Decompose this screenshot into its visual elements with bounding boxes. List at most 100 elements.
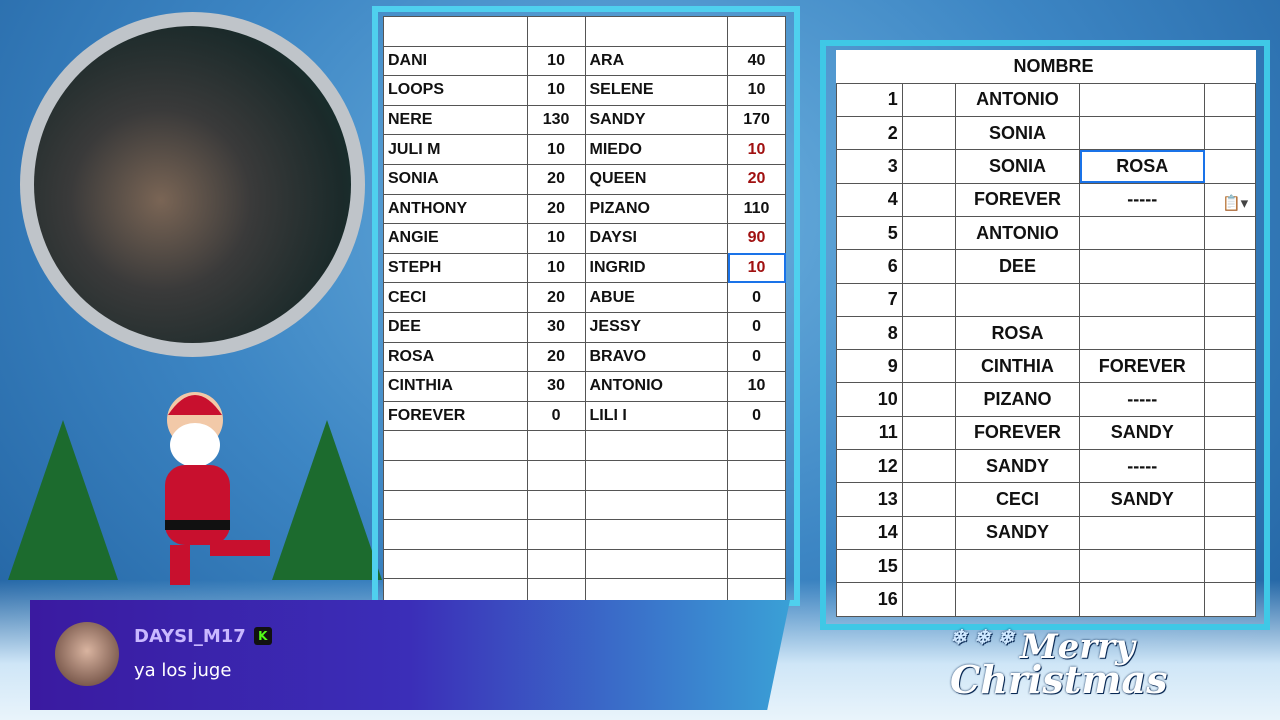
left-spreadsheet[interactable]: DANI 10 ARA 40 LOOPS 10 SELENE 10 NERE 130 SANDY 17… <box>383 16 786 609</box>
score-cell[interactable]: 20 <box>526 163 586 195</box>
cell[interactable] <box>901 315 956 351</box>
name-cell[interactable] <box>954 548 1081 584</box>
cell[interactable] <box>1204 548 1256 584</box>
partner-cell[interactable]: FOREVER <box>1079 349 1206 384</box>
cell[interactable] <box>901 149 956 184</box>
name-cell[interactable]: SANDY <box>954 449 1081 484</box>
cell[interactable] <box>584 459 729 491</box>
cell[interactable] <box>727 430 786 461</box>
name-cell[interactable]: BRAVO <box>584 341 729 373</box>
score-cell[interactable]: 20 <box>727 163 786 195</box>
name-cell[interactable]: DANI <box>383 45 528 77</box>
cell[interactable] <box>1204 315 1256 351</box>
cell[interactable] <box>526 519 586 550</box>
cell[interactable] <box>901 548 956 584</box>
partner-cell[interactable]: ----- <box>1079 182 1206 217</box>
cell[interactable] <box>1204 482 1256 517</box>
cell[interactable] <box>584 548 729 580</box>
name-cell[interactable]: LILI I <box>584 400 729 432</box>
cell[interactable] <box>1204 449 1256 484</box>
partner-cell[interactable] <box>1079 315 1206 351</box>
name-cell[interactable]: ABUE <box>584 282 729 313</box>
score-cell[interactable]: 0 <box>526 400 586 432</box>
partner-cell[interactable] <box>1079 582 1206 617</box>
name-cell[interactable]: DEE <box>954 249 1081 284</box>
name-cell[interactable]: SELENE <box>584 75 729 106</box>
cell[interactable] <box>383 489 528 521</box>
name-cell[interactable]: ANTONIO <box>584 371 729 402</box>
name-cell[interactable]: SANDY <box>954 515 1081 550</box>
score-cell[interactable]: 90 <box>727 223 786 254</box>
name-cell[interactable]: STEPH <box>383 252 528 284</box>
name-cell[interactable]: CINTHIA <box>954 349 1081 384</box>
cell[interactable] <box>383 16 528 47</box>
name-cell[interactable]: ANGIE <box>383 223 528 254</box>
name-cell[interactable]: ROSA <box>383 341 528 373</box>
name-cell[interactable] <box>954 582 1081 617</box>
name-cell[interactable]: INGRID <box>584 252 729 284</box>
name-cell[interactable]: CINTHIA <box>383 371 528 402</box>
score-cell[interactable]: 20 <box>526 282 586 313</box>
score-cell[interactable]: 0 <box>727 341 786 373</box>
cell[interactable] <box>584 16 729 47</box>
cell[interactable] <box>526 16 586 47</box>
name-cell[interactable]: JULI M <box>383 134 528 165</box>
name-cell[interactable]: SONIA <box>954 149 1081 184</box>
name-cell[interactable]: PIZANO <box>584 193 729 225</box>
name-cell[interactable]: FOREVER <box>954 415 1081 451</box>
cell[interactable] <box>901 116 956 151</box>
partner-cell[interactable] <box>1079 116 1206 151</box>
score-cell[interactable]: 10 <box>727 75 786 106</box>
partner-cell[interactable]: SANDY <box>1079 482 1206 517</box>
name-cell[interactable]: ARA <box>584 45 729 77</box>
cell[interactable] <box>901 582 956 617</box>
name-cell[interactable]: MIEDO <box>584 134 729 165</box>
cell[interactable] <box>584 489 729 521</box>
score-cell[interactable]: 0 <box>727 311 786 343</box>
name-cell[interactable]: SONIA <box>954 116 1081 151</box>
cell[interactable] <box>1204 415 1256 451</box>
name-cell[interactable]: CECI <box>383 282 528 313</box>
cell[interactable] <box>1204 249 1256 284</box>
cell[interactable] <box>901 449 956 484</box>
partner-cell[interactable]: ----- <box>1079 449 1206 484</box>
cell[interactable] <box>584 519 729 550</box>
score-cell[interactable]: 110 <box>727 193 786 225</box>
name-cell[interactable]: SONIA <box>383 163 528 195</box>
partner-cell[interactable] <box>1079 282 1206 317</box>
cell[interactable] <box>901 215 956 251</box>
partner-cell[interactable] <box>1079 215 1206 251</box>
cell[interactable] <box>901 82 956 118</box>
score-cell[interactable]: 30 <box>526 371 586 402</box>
cell[interactable] <box>383 548 528 580</box>
name-cell[interactable]: FOREVER <box>954 182 1081 217</box>
score-cell[interactable]: 40 <box>727 45 786 77</box>
partner-cell[interactable] <box>1079 82 1206 118</box>
name-cell[interactable]: JESSY <box>584 311 729 343</box>
cell[interactable] <box>526 489 586 521</box>
right-spreadsheet[interactable]: NOMBRE 1 ANTONIO 2 SONIA 3 SONIA ROSA 4 … <box>836 50 1256 617</box>
cell[interactable] <box>1204 282 1256 317</box>
score-cell[interactable]: 10 <box>526 45 586 77</box>
cell[interactable] <box>901 382 956 417</box>
cell[interactable] <box>727 459 786 491</box>
score-cell[interactable]: 10 <box>526 134 586 165</box>
cell[interactable] <box>383 519 528 550</box>
cell[interactable] <box>901 482 956 517</box>
score-cell[interactable]: 130 <box>526 104 586 136</box>
cell[interactable] <box>383 459 528 491</box>
cell[interactable] <box>1204 515 1256 550</box>
cell[interactable] <box>1204 149 1256 184</box>
name-cell[interactable]: CECI <box>954 482 1081 517</box>
score-cell[interactable]: 20 <box>526 193 586 225</box>
partner-cell[interactable] <box>1079 548 1206 584</box>
cell[interactable] <box>901 515 956 550</box>
cell[interactable] <box>1204 116 1256 151</box>
score-cell[interactable]: 20 <box>526 341 586 373</box>
cell[interactable] <box>901 349 956 384</box>
cell[interactable] <box>383 430 528 461</box>
partner-cell[interactable] <box>1079 515 1206 550</box>
name-cell[interactable]: SANDY <box>584 104 729 136</box>
cell[interactable] <box>1204 382 1256 417</box>
score-cell[interactable]: 170 <box>727 104 786 136</box>
